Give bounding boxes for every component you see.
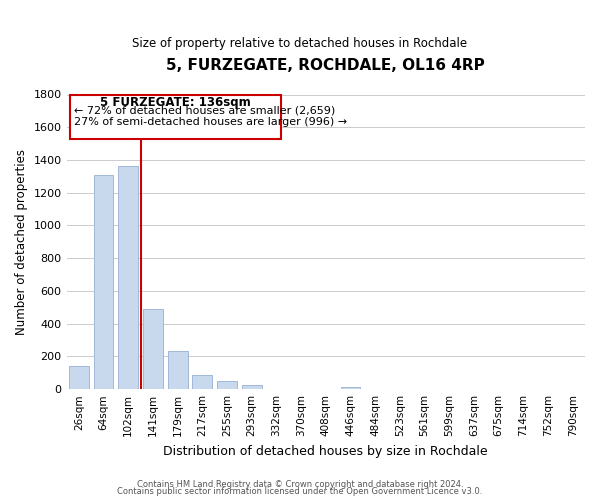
Bar [69, 366, 89, 389]
Text: 27% of semi-detached houses are larger (996) →: 27% of semi-detached houses are larger (… [74, 116, 347, 126]
Text: ← 72% of detached houses are smaller (2,659): ← 72% of detached houses are smaller (2,… [74, 106, 335, 116]
Bar [118, 166, 138, 389]
Bar [143, 309, 163, 389]
FancyBboxPatch shape [70, 94, 281, 138]
Bar [217, 381, 237, 389]
Y-axis label: Number of detached properties: Number of detached properties [15, 149, 28, 335]
Text: 5 FURZEGATE: 136sqm: 5 FURZEGATE: 136sqm [100, 96, 251, 109]
X-axis label: Distribution of detached houses by size in Rochdale: Distribution of detached houses by size … [163, 444, 488, 458]
Bar [94, 174, 113, 389]
Text: Size of property relative to detached houses in Rochdale: Size of property relative to detached ho… [133, 38, 467, 51]
Text: Contains HM Land Registry data © Crown copyright and database right 2024.: Contains HM Land Registry data © Crown c… [137, 480, 463, 489]
Bar [193, 376, 212, 389]
Bar [341, 386, 361, 389]
Title: 5, FURZEGATE, ROCHDALE, OL16 4RP: 5, FURZEGATE, ROCHDALE, OL16 4RP [166, 58, 485, 72]
Text: Contains public sector information licensed under the Open Government Licence v3: Contains public sector information licen… [118, 487, 482, 496]
Bar [168, 350, 188, 389]
Bar [242, 385, 262, 389]
